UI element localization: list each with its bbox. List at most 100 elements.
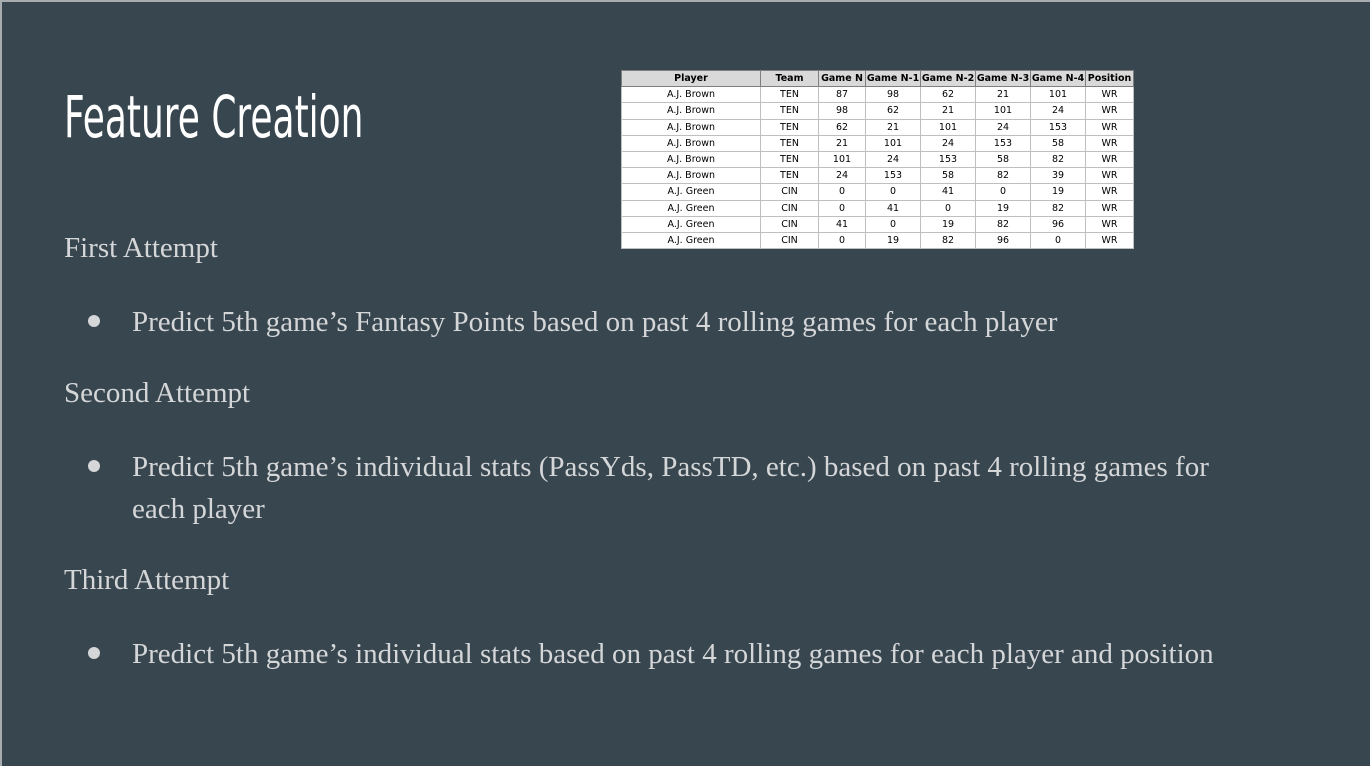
table-cell: 98 — [865, 86, 921, 104]
table-cell: WR — [1085, 183, 1134, 201]
table-cell: 87 — [818, 86, 866, 104]
bullet-item-third-attempt: Predict 5th game’s individual stats base… — [84, 633, 1234, 675]
table-row: A.J. Green CIN 0 41 0 19 82 WR — [621, 199, 1134, 217]
table-cell: 101 — [920, 118, 976, 136]
table-cell: CIN — [760, 231, 819, 250]
table-cell: A.J. Green — [621, 199, 761, 217]
column-header-game-n-3: Game N-3 — [975, 69, 1031, 88]
table-cell: 101 — [1030, 86, 1086, 104]
table-cell: 153 — [865, 167, 921, 185]
section-heading-second-attempt: Second Attempt — [64, 377, 251, 409]
table-cell: 82 — [975, 167, 1031, 185]
table-cell: 0 — [975, 183, 1031, 201]
table-cell: WR — [1085, 199, 1134, 217]
table-cell: 41 — [818, 215, 866, 233]
table-cell: 19 — [865, 231, 921, 250]
table-cell: 21 — [975, 86, 1031, 104]
table-cell: 82 — [1030, 199, 1086, 217]
section-heading-third-attempt: Third Attempt — [64, 564, 230, 596]
table-cell: 41 — [865, 199, 921, 217]
table-cell: CIN — [760, 183, 819, 201]
table-cell: 21 — [865, 118, 921, 136]
table-cell: TEN — [760, 118, 819, 136]
table-cell: A.J. Green — [621, 231, 761, 250]
column-header-game-n-4: Game N-4 — [1030, 69, 1086, 88]
slide-title: Feature Creation — [64, 83, 364, 151]
table-cell: A.J. Green — [621, 215, 761, 233]
bullet-dot-icon — [88, 315, 100, 327]
table-cell: 58 — [920, 167, 976, 185]
table-cell: 153 — [975, 134, 1031, 152]
table-row: A.J. Brown TEN 101 24 153 58 82 WR — [621, 150, 1134, 169]
table-cell: 41 — [920, 183, 976, 201]
table-cell: WR — [1085, 134, 1134, 152]
table-cell: A.J. Brown — [621, 167, 761, 185]
table-cell: 82 — [1030, 150, 1086, 169]
table-cell: 58 — [975, 150, 1031, 169]
table-row: A.J. Brown TEN 24 153 58 82 39 WR — [621, 167, 1134, 185]
column-header-team: Team — [760, 69, 819, 88]
table-cell: WR — [1085, 167, 1134, 185]
table-cell: CIN — [760, 199, 819, 217]
table-cell: A.J. Brown — [621, 134, 761, 152]
table-row: A.J. Brown TEN 62 21 101 24 153 WR — [621, 118, 1134, 136]
table-cell: 153 — [920, 150, 976, 169]
bullet-item-first-attempt: Predict 5th game’s Fantasy Points based … — [84, 301, 1234, 343]
table-cell: A.J. Green — [621, 183, 761, 201]
table-cell: 96 — [1030, 215, 1086, 233]
table-cell: 153 — [1030, 118, 1086, 136]
section-heading-first-attempt: First Attempt — [64, 232, 218, 264]
table-cell: 0 — [865, 215, 921, 233]
table-cell: A.J. Brown — [621, 86, 761, 104]
table-cell: 21 — [920, 102, 976, 120]
table-cell: 39 — [1030, 167, 1086, 185]
table-cell: 0 — [818, 231, 866, 250]
table-header-row: Player Team Game N Game N-1 Game N-2 Gam… — [621, 69, 1134, 88]
table-cell: A.J. Brown — [621, 102, 761, 120]
table-cell: 58 — [1030, 134, 1086, 152]
table-cell: 62 — [865, 102, 921, 120]
table-cell: 82 — [920, 231, 976, 250]
table-row: A.J. Green CIN 0 0 41 0 19 WR — [621, 183, 1134, 201]
table-row: A.J. Green CIN 0 19 82 96 0 WR — [621, 231, 1134, 250]
table-cell: 0 — [818, 199, 866, 217]
table-cell: WR — [1085, 86, 1134, 104]
table-cell: 24 — [865, 150, 921, 169]
table-cell: WR — [1085, 215, 1134, 233]
table-cell: TEN — [760, 134, 819, 152]
column-header-game-n-1: Game N-1 — [865, 69, 921, 88]
table-cell: 62 — [920, 86, 976, 104]
column-header-position: Position — [1085, 69, 1134, 88]
column-header-game-n: Game N — [818, 69, 866, 88]
table-cell: 24 — [975, 118, 1031, 136]
table-cell: 101 — [975, 102, 1031, 120]
table-row: A.J. Brown TEN 87 98 62 21 101 WR — [621, 86, 1134, 104]
table-cell: 0 — [865, 183, 921, 201]
table-cell: TEN — [760, 102, 819, 120]
table-cell: A.J. Brown — [621, 150, 761, 169]
table-cell: 21 — [818, 134, 866, 152]
table-cell: 19 — [975, 199, 1031, 217]
table-cell: 96 — [975, 231, 1031, 250]
table-cell: 19 — [920, 215, 976, 233]
bullet-dot-icon — [88, 647, 100, 659]
table-cell: 82 — [975, 215, 1031, 233]
bullet-text: Predict 5th game’s individual stats (Pas… — [132, 451, 1209, 525]
table-cell: WR — [1085, 231, 1134, 250]
table-cell: WR — [1085, 150, 1134, 169]
table-cell: 0 — [818, 183, 866, 201]
table-cell: 24 — [1030, 102, 1086, 120]
table-cell: TEN — [760, 86, 819, 104]
table-cell: WR — [1085, 118, 1134, 136]
table-cell: 62 — [818, 118, 866, 136]
table-row: A.J. Brown TEN 98 62 21 101 24 WR — [621, 102, 1134, 120]
table-row: A.J. Brown TEN 21 101 24 153 58 WR — [621, 134, 1134, 152]
table-cell: TEN — [760, 150, 819, 169]
player-stats-table: Player Team Game N Game N-1 Game N-2 Gam… — [621, 69, 1134, 250]
table-row: A.J. Green CIN 41 0 19 82 96 WR — [621, 215, 1134, 233]
table-cell: 101 — [865, 134, 921, 152]
table-body: A.J. Brown TEN 87 98 62 21 101 WR A.J. Brown TEN 9… — [621, 86, 1134, 250]
table-cell: 101 — [818, 150, 866, 169]
column-header-game-n-2: Game N-2 — [920, 69, 976, 88]
